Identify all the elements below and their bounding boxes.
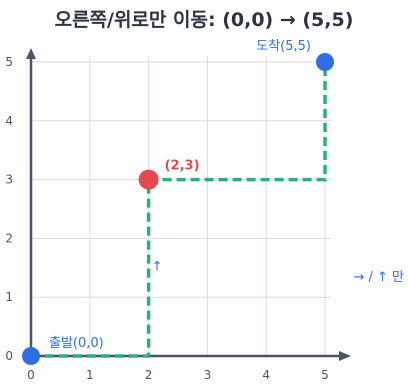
diagram-title: 오른쪽/위로만 이동: (0,0) → (5,5) [55,9,354,31]
tick-labels: 0 1 2 3 4 5 0 1 2 3 4 5 [5,55,328,382]
x-tick-label: 3 [204,368,212,382]
annotations: 도착(5,5) (2,3) 출발(0,0) ↑ → / ↑ 만 [49,39,404,351]
y-tick-label: 2 [5,231,13,245]
x-tick-label: 4 [262,368,270,382]
y-tick-label: 5 [5,55,13,69]
y-tick-label: 3 [5,173,13,187]
y-tick-label: 1 [5,290,13,304]
x-tick-label: 0 [27,368,35,382]
x-tick-label: 1 [86,368,94,382]
waypoint-label: (2,3) [165,159,200,174]
x-tick-label: 5 [321,368,329,382]
route-line [31,62,327,358]
route-path [31,62,327,358]
goal-label: 도착(5,5) [256,39,311,54]
grid-lines [30,56,331,357]
y-tick-label: 4 [5,114,13,128]
y-axis-arrowhead [26,48,36,59]
move-rule-note: → / ↑ 만 [353,270,404,285]
route-points [22,53,334,365]
x-axis-arrowhead [339,351,351,361]
waypoint-point [138,169,159,190]
y-tick-label: 0 [5,349,13,363]
start-point [22,347,40,365]
start-label: 출발(0,0) [49,336,104,351]
up-arrow-label: ↑ [152,260,163,275]
goal-point [316,53,334,71]
x-tick-label: 2 [145,368,153,382]
axes [26,48,351,361]
